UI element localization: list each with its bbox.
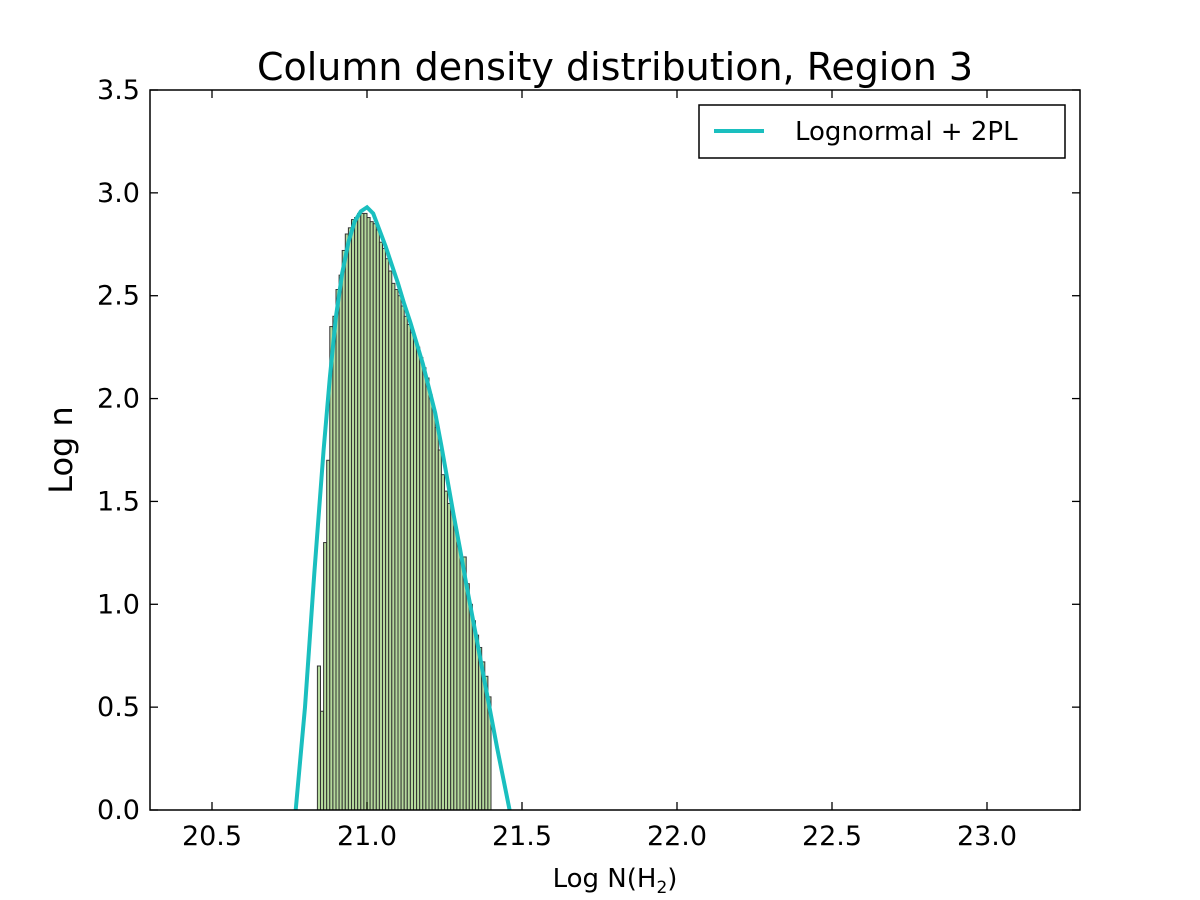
legend-label: Lognormal + 2PL xyxy=(795,117,1018,147)
x-axis-label-close: ) xyxy=(667,864,677,894)
x-axis-label-subscript: 2 xyxy=(656,878,667,898)
chart-title: Column density distribution, Region 3 xyxy=(257,45,973,89)
y-tick-label: 2.5 xyxy=(97,281,140,312)
x-tick-label: 22.5 xyxy=(802,821,862,852)
x-tick-label: 20.5 xyxy=(182,821,242,852)
y-tick-label: 1.0 xyxy=(97,589,140,620)
y-tick-label: 0.5 xyxy=(97,692,140,723)
fit-curve-group xyxy=(293,204,512,811)
y-axis-label: Log n xyxy=(42,406,80,494)
x-axis-label-main: Log N(H xyxy=(553,864,657,894)
y-tick-label: 3.5 xyxy=(97,75,140,106)
x-tick-label: 22.0 xyxy=(647,821,707,852)
fit-curve-line xyxy=(293,204,512,811)
x-tick-label: 21.5 xyxy=(492,821,552,852)
y-tick-label: 3.0 xyxy=(97,178,140,209)
legend: Lognormal + 2PL xyxy=(698,104,1066,159)
x-tick-label: 21.0 xyxy=(337,821,397,852)
y-axis-ticks: 0.0 0.5 1.0 1.5 2.0 2.5 3.0 3.5 xyxy=(97,75,1080,826)
x-axis-ticks: 20.5 21.0 21.5 22.0 22.5 23.0 xyxy=(182,90,1017,852)
y-tick-label: 2.0 xyxy=(97,384,140,415)
x-tick-label: 23.0 xyxy=(957,821,1017,852)
y-tick-label: 0.0 xyxy=(97,795,140,826)
y-tick-label: 1.5 xyxy=(97,486,140,517)
x-axis-label: Log N(H2) xyxy=(553,864,678,898)
axes-frame xyxy=(149,89,1081,811)
